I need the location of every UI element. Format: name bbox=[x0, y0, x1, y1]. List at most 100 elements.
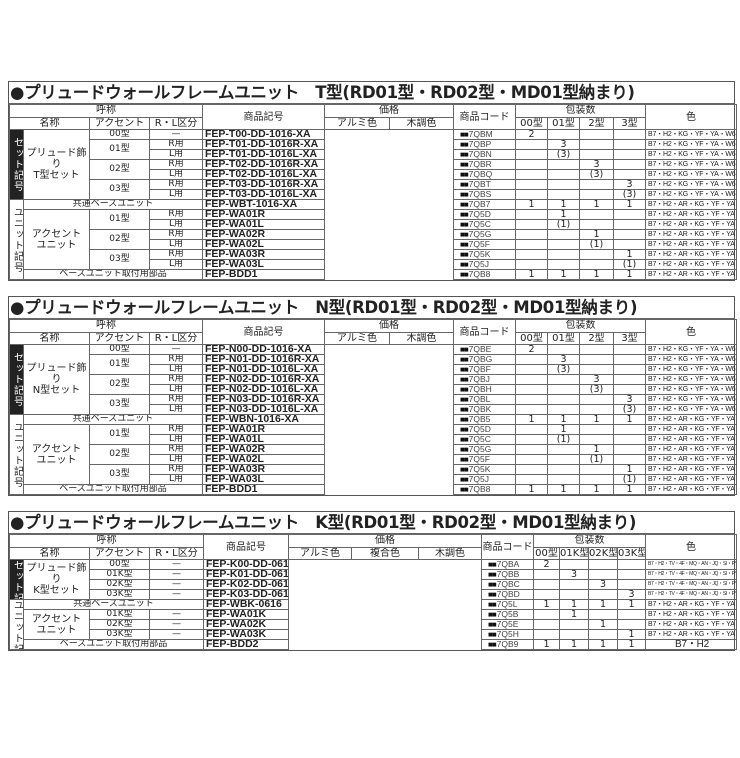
code-value: 7QBG bbox=[468, 354, 493, 364]
pack-count bbox=[559, 629, 589, 640]
code-value: 7Q5D bbox=[468, 424, 491, 434]
product-number: FEP-WA01R bbox=[202, 424, 325, 435]
header-pack-col: 2型 bbox=[579, 331, 614, 345]
pack-count bbox=[547, 249, 580, 260]
product-code: ■■7QBT bbox=[453, 179, 516, 190]
header-name: 名称 bbox=[9, 331, 90, 345]
pack-count bbox=[579, 179, 614, 190]
code-value: 7Q5C bbox=[468, 219, 491, 229]
code-value: 7QBM bbox=[468, 129, 493, 139]
product-number: FEP-WA02R bbox=[202, 444, 325, 455]
color-options: B7・H2・AR・KG・YF・YA・W6 bbox=[645, 229, 737, 240]
accent-type: 03K型 bbox=[89, 589, 150, 600]
color-options: B7・H2・AR・KG・YF・YA・W6 bbox=[645, 209, 737, 220]
rl-type: L用 bbox=[149, 219, 203, 230]
rl-type: — bbox=[149, 589, 204, 600]
pack-count bbox=[515, 249, 548, 260]
product-code: ■■7QBR bbox=[453, 159, 516, 170]
pack-count bbox=[613, 219, 646, 230]
pack-count: 2 bbox=[533, 559, 560, 570]
rl-type: L用 bbox=[149, 364, 203, 375]
header-yobi: 呼称 bbox=[9, 104, 203, 118]
code-value: 7QBP bbox=[468, 139, 492, 149]
pack-count bbox=[579, 344, 614, 355]
color-options: B7・H2・AR・KG・YF・YA・W6 bbox=[645, 444, 737, 455]
rl-type: R用 bbox=[149, 354, 203, 365]
pack-count bbox=[533, 619, 560, 630]
code-value: 7QBE bbox=[468, 344, 492, 354]
n-type-table: 呼称 商品記号 価格 商品コード 包装数色名称 アクセント R・L区分 アルミ色 木調色 00型 0… bbox=[9, 319, 737, 495]
product-code: ■■7QBS bbox=[453, 189, 516, 200]
header-price: 価格 bbox=[288, 534, 482, 548]
pack-count bbox=[579, 129, 614, 140]
rl-type: — bbox=[149, 629, 204, 640]
product-number: FEP-BDD1 bbox=[202, 484, 325, 495]
pack-count bbox=[515, 404, 548, 415]
pack-count bbox=[515, 464, 548, 475]
rl-type: R用 bbox=[149, 444, 203, 455]
color-options: B7・H2・KG・YF・YA・W6 bbox=[645, 404, 737, 415]
color-options: B7・H2・TV・4F・MQ・AN・JQ・SI・PY・4D bbox=[645, 559, 737, 570]
pack-count bbox=[579, 354, 614, 365]
code-prefix-icon: ■■ bbox=[460, 475, 469, 484]
pack-count bbox=[588, 569, 618, 580]
header-product-no: 商品記号 bbox=[202, 319, 325, 345]
code-prefix-icon: ■■ bbox=[488, 570, 497, 579]
pack-count bbox=[559, 619, 589, 630]
product-number: FEP-T01-DD-1016L-XA bbox=[202, 149, 325, 160]
product-number: FEP-WBK-0616 bbox=[203, 599, 289, 610]
pack-count: (1) bbox=[613, 259, 646, 270]
pack-count: 1 bbox=[533, 599, 560, 610]
pack-count bbox=[613, 149, 646, 160]
product-number: FEP-WA02L bbox=[202, 454, 325, 465]
product-code: ■■7QBH bbox=[453, 384, 516, 395]
pack-count: 1 bbox=[613, 414, 646, 425]
rl-type: R用 bbox=[149, 249, 203, 260]
header-price-col: 木調色 bbox=[418, 546, 482, 560]
header-code: 商品コード bbox=[453, 104, 516, 130]
code-value: 7Q5E bbox=[496, 619, 519, 629]
header-price-col: アルミ色 bbox=[288, 546, 352, 560]
rl-type: R用 bbox=[149, 374, 203, 385]
pack-count bbox=[515, 384, 548, 395]
pack-count bbox=[547, 404, 580, 415]
pack-count bbox=[515, 474, 548, 485]
product-number: FEP-WA02L bbox=[202, 239, 325, 250]
pack-count: 2 bbox=[515, 129, 548, 140]
product-number: FEP-N02-DD-1016R-XA bbox=[202, 374, 325, 385]
pack-count: (3) bbox=[579, 384, 614, 395]
pack-count bbox=[588, 609, 618, 620]
color-options: B7・H2・KG・YF・YA・W6 bbox=[645, 149, 737, 160]
product-number: FEP-WA03L bbox=[202, 474, 325, 485]
pack-count bbox=[613, 239, 646, 250]
pack-count: (3) bbox=[547, 149, 580, 160]
product-number: FEP-WA03R bbox=[202, 464, 325, 475]
code-prefix-icon: ■■ bbox=[460, 190, 469, 199]
pack-count: 3 bbox=[547, 139, 580, 150]
color-options: B7・H2・AR・KG・YF・YA・W6 bbox=[645, 599, 737, 610]
header-yobi: 呼称 bbox=[9, 534, 204, 548]
product-number: FEP-WBT-1016-XA bbox=[202, 199, 325, 210]
pack-count bbox=[579, 209, 614, 220]
product-number: FEP-WA01R bbox=[202, 209, 325, 220]
rl-type: — bbox=[149, 129, 203, 140]
color-options: B7・H2・TV・4F・MQ・AN・JQ・SI・PY・4D bbox=[645, 589, 737, 600]
color-options: B7・H2・TV・4F・MQ・AN・JQ・SI・PY・4D bbox=[645, 579, 737, 590]
pack-count: 2 bbox=[515, 344, 548, 355]
product-number: FEP-T03-DD-1016L-XA bbox=[202, 189, 325, 200]
rl-type: L用 bbox=[149, 259, 203, 270]
accent-type: 02型 bbox=[89, 229, 150, 250]
accent-type: 00型 bbox=[89, 344, 150, 355]
color-options: B7・H2・AR・KG・YF・YA・W6 bbox=[645, 249, 737, 260]
header-pack-col: 01型 bbox=[547, 331, 580, 345]
header-yobi: 呼称 bbox=[9, 319, 203, 333]
pack-count bbox=[515, 364, 548, 375]
color-options: B7・H2・KG・YF・YA・W6 bbox=[645, 374, 737, 385]
product-number: FEP-N00-DD-1016-XA bbox=[202, 344, 325, 355]
pack-count: 1 bbox=[579, 484, 614, 495]
color-options: B7・H2・KG・YF・YA・W6 bbox=[645, 159, 737, 170]
product-code: ■■7QBC bbox=[481, 579, 534, 590]
code-prefix-icon: ■■ bbox=[460, 200, 469, 209]
pack-count: 1 bbox=[617, 639, 646, 650]
